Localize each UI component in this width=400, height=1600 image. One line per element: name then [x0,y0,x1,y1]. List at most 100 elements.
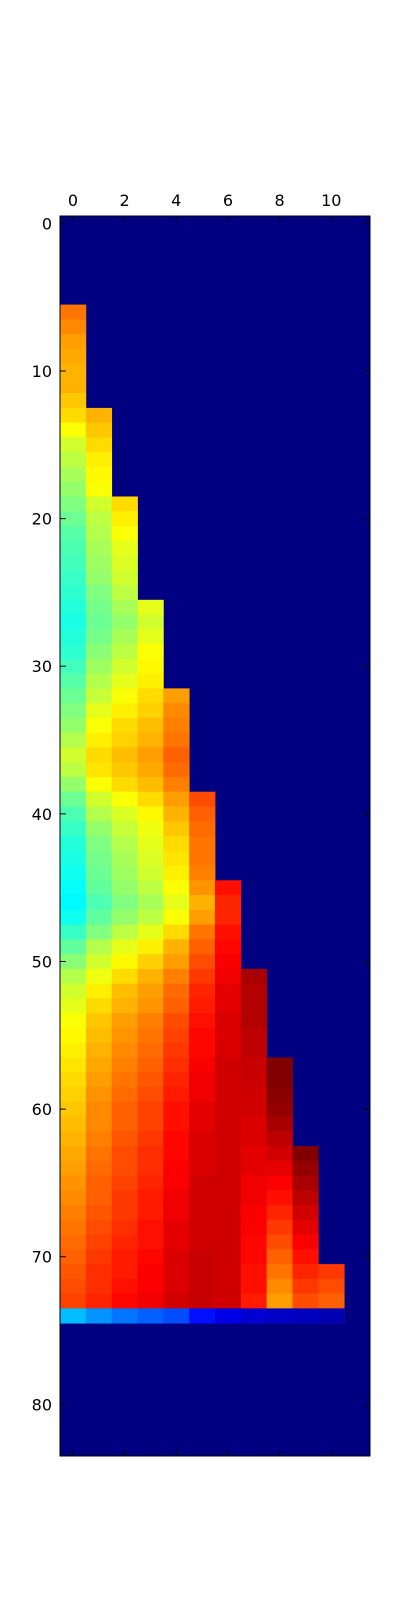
heatmap-cell [189,954,216,970]
heatmap-cell [111,496,138,512]
heatmap-cell [318,1264,345,1280]
heatmap-cell [215,1160,242,1176]
heatmap-cell [111,762,138,778]
heatmap-cell [111,1293,138,1309]
heatmap-cell [240,998,268,1014]
heatmap-cell [60,747,87,763]
heatmap-cell [163,1042,190,1058]
heatmap-cell [215,1146,242,1162]
heatmap-cell [163,1160,190,1176]
heatmap-cell [111,1013,138,1029]
heatmap-cell [111,983,138,999]
heatmap-cell [60,466,87,483]
heatmap-cell [60,1160,87,1176]
heatmap-cell [215,1308,242,1324]
heatmap-cell [163,909,190,925]
heatmap-cell [189,1293,216,1309]
heatmap-cell [137,836,164,852]
heatmap-cell [60,1042,87,1058]
heatmap-cell [292,1175,319,1191]
heatmap-cell [215,880,242,896]
heatmap-cell [85,1278,113,1295]
heatmap-cell [60,1293,87,1309]
heatmap-cell [60,924,87,940]
heatmap-cell [240,983,268,999]
heatmap-cell [85,644,113,660]
y-tick-label: 80 [32,1395,52,1414]
heatmap-cell [215,909,242,925]
heatmap-cell [60,791,87,807]
heatmap-cell [60,555,87,571]
heatmap-cell [163,1086,190,1103]
heatmap-cell [111,688,138,704]
heatmap-cell [111,850,138,866]
heatmap-cell [266,1072,293,1088]
heatmap-cell [215,1057,242,1073]
heatmap-cell [85,570,113,586]
heatmap-cell [163,717,190,734]
heatmap-cell [60,1308,87,1324]
heatmap-cell [60,629,87,645]
heatmap-cell [240,1249,268,1265]
heatmap-cell [189,1042,216,1058]
heatmap-cell [60,422,87,438]
heatmap-cell [137,1205,164,1221]
heatmap-cell [240,1175,268,1191]
heatmap-cell [60,1175,87,1191]
heatmap-cell [60,363,87,379]
heatmap-cell [111,1219,138,1235]
heatmap-cell [111,1160,138,1176]
y-tick-label: 40 [32,805,52,824]
heatmap-cell [60,614,87,630]
heatmap-cell [85,762,113,778]
heatmap-cell [85,836,113,852]
heatmap-cell [137,658,164,675]
heatmap-cell [163,1205,190,1221]
heatmap-cell [189,791,216,807]
heatmap-cell [85,895,113,911]
heatmap-cell [137,717,164,734]
heatmap-cell [60,850,87,866]
heatmap-cell [163,1146,190,1162]
heatmap-cell [60,1131,87,1147]
heatmap-cell [137,1042,164,1058]
heatmap-cell [137,1219,164,1235]
heatmap-cell [163,1027,190,1044]
heatmap-cell [163,1013,190,1029]
heatmap-cell [111,909,138,925]
heatmap-cell [111,658,138,675]
heatmap-cell [137,1175,164,1191]
heatmap-cell [163,836,190,852]
heatmap-cell [163,1190,190,1206]
heatmap-cell [60,511,87,527]
heatmap-cell [137,1013,164,1029]
heatmap-cell [85,614,113,630]
heatmap-cell [163,1101,190,1117]
heatmap-cell [85,599,113,615]
heatmap-cell [111,1086,138,1103]
heatmap-cell [137,880,164,896]
heatmap-cell [111,585,138,601]
heatmap-cell [240,1131,268,1147]
heatmap-cell [292,1264,319,1280]
heatmap-cell [60,496,87,512]
heatmap-cell [111,1278,138,1295]
heatmap-cell [189,1234,216,1250]
heatmap-cell [85,688,113,704]
heatmap-cell [60,1264,87,1280]
heatmap-cell [137,644,164,660]
heatmap-cell [111,703,138,719]
heatmap-cell [60,1146,87,1162]
heatmap-cell [137,629,164,645]
heatmap-cell [137,1278,164,1295]
heatmap-cell [240,1205,268,1221]
heatmap-cell [60,585,87,601]
heatmap-cell [60,909,87,925]
heatmap-cell [266,1175,293,1191]
heatmap-cell [189,1013,216,1029]
heatmap-cell [215,1249,242,1265]
heatmap-cell [189,1072,216,1088]
heatmap-cell [137,924,164,940]
heatmap-cell [163,850,190,866]
heatmap-cell [163,806,190,822]
